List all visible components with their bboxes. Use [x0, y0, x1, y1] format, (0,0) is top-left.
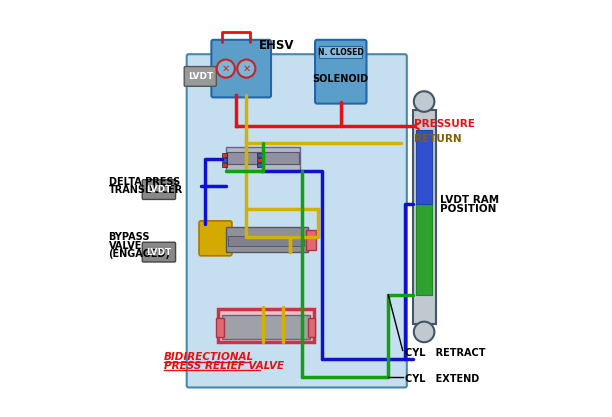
Bar	[416, 204, 432, 295]
Text: EHSV: EHSV	[259, 40, 294, 53]
Bar	[222, 158, 226, 162]
Bar	[308, 318, 315, 337]
Text: SOLENOID: SOLENOID	[313, 74, 368, 84]
Text: DELTA PRESS: DELTA PRESS	[108, 177, 180, 187]
Bar	[306, 230, 316, 250]
Bar	[222, 163, 226, 167]
Text: RETURN: RETURN	[414, 134, 461, 144]
FancyBboxPatch shape	[315, 40, 367, 103]
FancyBboxPatch shape	[211, 40, 271, 98]
FancyBboxPatch shape	[184, 67, 216, 86]
Text: CYL   RETRACT: CYL RETRACT	[405, 348, 485, 358]
Text: ✕: ✕	[222, 64, 230, 74]
Bar	[256, 153, 261, 158]
Text: LVDT: LVDT	[146, 248, 171, 256]
Bar	[226, 147, 300, 171]
Text: CYL   EXTEND: CYL EXTEND	[405, 374, 479, 384]
Circle shape	[217, 60, 235, 78]
Text: ✕: ✕	[242, 64, 250, 74]
Bar	[216, 318, 224, 337]
FancyBboxPatch shape	[187, 54, 407, 387]
Bar	[416, 131, 432, 204]
Text: N. CLOSED: N. CLOSED	[318, 48, 364, 57]
Text: BIDIRECTIONAL: BIDIRECTIONAL	[164, 352, 254, 362]
Text: BYPASS: BYPASS	[108, 232, 150, 242]
Bar	[226, 227, 308, 252]
Text: LVDT: LVDT	[188, 72, 213, 81]
Circle shape	[414, 91, 435, 112]
FancyBboxPatch shape	[142, 242, 176, 262]
Text: (ENGAGED): (ENGAGED)	[108, 249, 170, 259]
Text: LVDT: LVDT	[146, 185, 171, 194]
Bar	[222, 153, 226, 158]
Circle shape	[414, 322, 435, 342]
Bar	[222, 315, 310, 339]
Bar	[226, 152, 299, 164]
Circle shape	[237, 60, 255, 78]
Text: PRESSURE: PRESSURE	[414, 119, 475, 129]
Bar	[228, 236, 304, 246]
Bar	[319, 46, 362, 58]
FancyBboxPatch shape	[199, 221, 232, 256]
Bar	[256, 163, 261, 167]
Text: PRESS RELIEF VALVE: PRESS RELIEF VALVE	[164, 361, 284, 371]
Bar	[256, 158, 261, 162]
Text: POSITION: POSITION	[439, 203, 496, 214]
Text: TRANSDUCER: TRANSDUCER	[108, 185, 183, 195]
FancyBboxPatch shape	[142, 180, 176, 199]
Text: LVDT RAM: LVDT RAM	[439, 195, 499, 205]
Bar	[217, 309, 314, 342]
Text: VALVE: VALVE	[108, 241, 142, 251]
Bar	[413, 110, 436, 324]
